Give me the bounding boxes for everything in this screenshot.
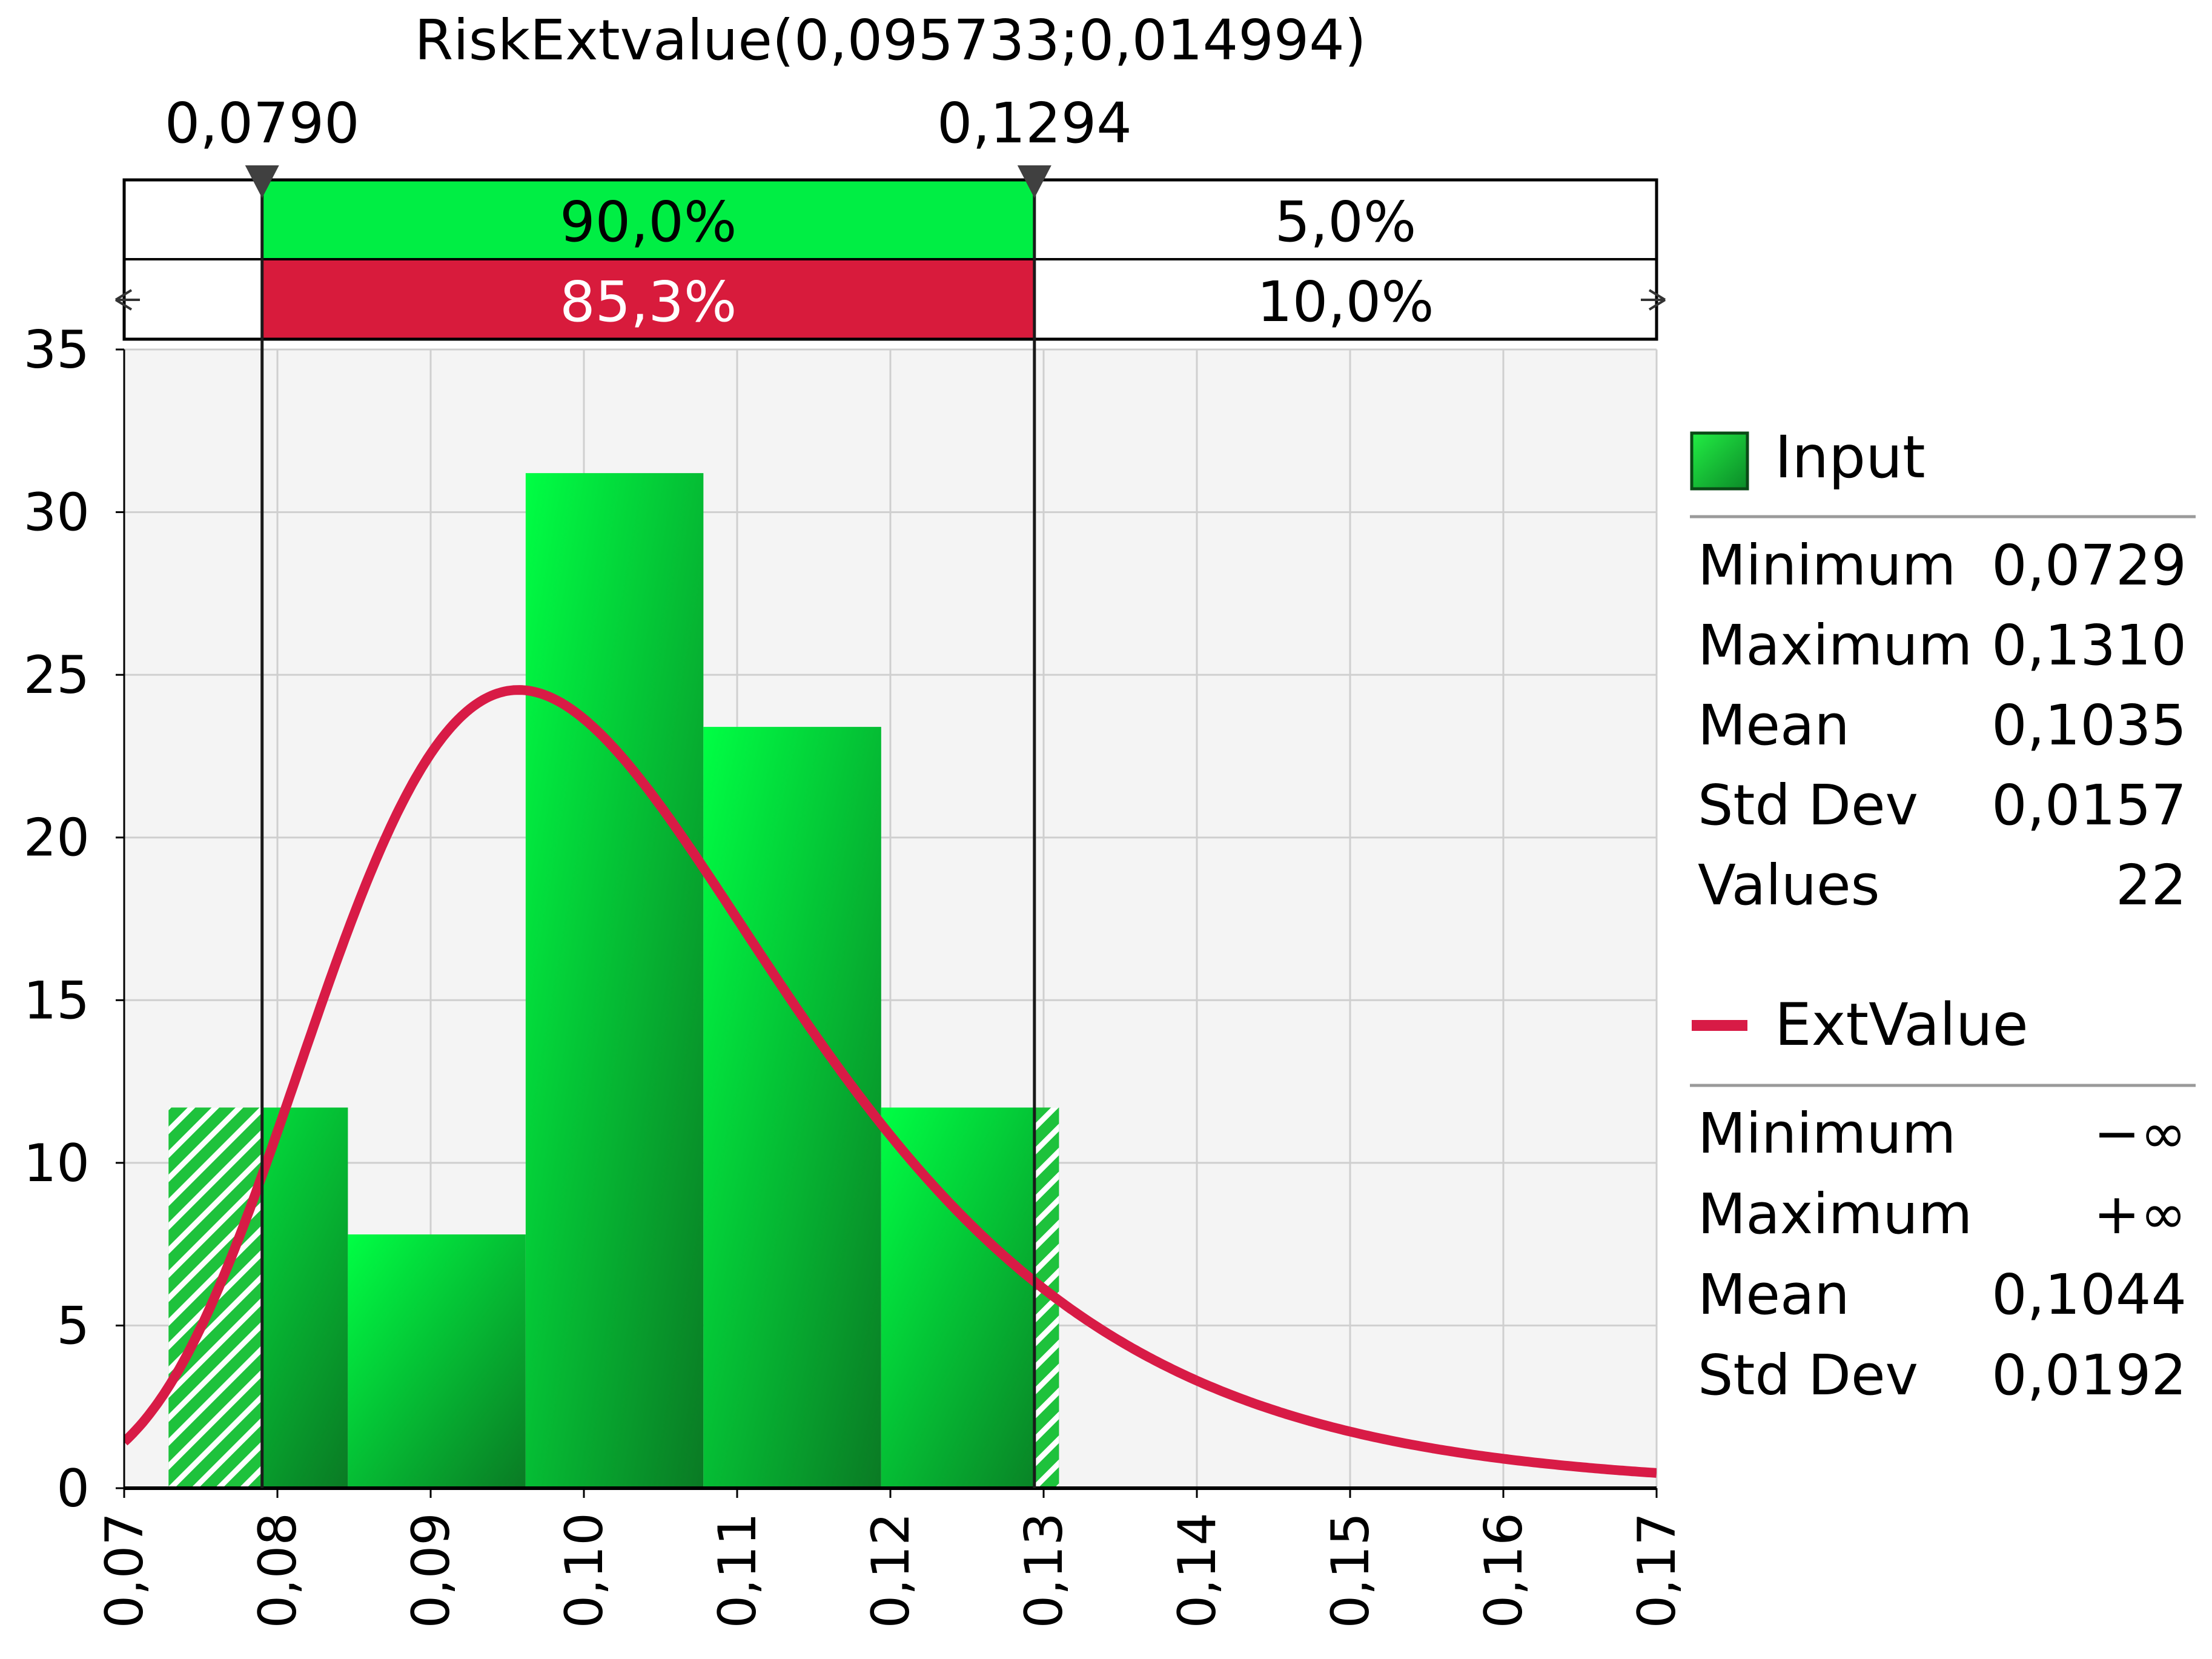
legend: Input Minimum 0,0729 Maximum 0,1310 Mean 0,103…: [1690, 423, 2196, 1408]
histogram-bar: [348, 1234, 526, 1488]
x-tick-label: 0,14: [1167, 1512, 1228, 1628]
legend-fit-stat-value: +∞: [2093, 1182, 2187, 1247]
legend-input-stat-value: 0,0157: [1992, 773, 2187, 838]
legend-fit-stat-value: −∞: [2093, 1101, 2187, 1166]
x-tick-label: 0,11: [707, 1512, 768, 1628]
band-fit-right-label: 10,0%: [1257, 270, 1434, 334]
delimiters: 0,0790 0,1294: [165, 91, 1132, 1488]
extvalue-curve: [124, 685, 1657, 1478]
x-tick-label: 0,09: [401, 1512, 462, 1628]
x-tick-label: 0,17: [1627, 1512, 1687, 1628]
legend-input-stat-name: Minimum: [1698, 533, 1956, 598]
legend-input-stat-value: 0,0729: [1992, 533, 2187, 598]
legend-fit-stat-name: Maximum: [1698, 1182, 1972, 1247]
legend-fit-stat-name: Minimum: [1698, 1101, 1956, 1166]
legend-fit-stat-name: Std Dev: [1698, 1343, 1918, 1408]
legend-input-label: Input: [1775, 423, 1926, 491]
legend-input-swatch: [1690, 431, 1749, 491]
y-tick-label: 30: [24, 483, 90, 543]
delimiter-marker-right: [1017, 165, 1051, 198]
chart-title: RiskExtvalue(0,095733;0,014994): [414, 8, 1366, 73]
y-tick-label: 5: [56, 1296, 90, 1356]
histogram-bar: [525, 473, 704, 1488]
legend-input-stat-name: Std Dev: [1698, 773, 1918, 838]
band-fit-middle: [262, 259, 1035, 339]
delimiter-label-right: 0,1294: [937, 91, 1132, 156]
x-tick-label: 0,15: [1320, 1512, 1381, 1628]
band-input-middle: [262, 180, 1035, 259]
band-input-right-label: 5,0%: [1275, 190, 1417, 254]
x-tick-label: 0,07: [94, 1512, 155, 1628]
legend-input-stat-value: 0,1310: [1992, 613, 2187, 678]
x-tick-label: 0,16: [1474, 1512, 1534, 1628]
y-tick-label: 15: [24, 970, 90, 1031]
legend-input-stat-value: 22: [2116, 853, 2187, 918]
legend-input-stat-value: 0,1035: [1992, 693, 2187, 758]
legend-input-stat-name: Values: [1698, 853, 1880, 918]
legend-fit-label: ExtValue: [1775, 991, 2028, 1059]
x-tick-label: 0,12: [861, 1512, 921, 1628]
y-tick-label: 25: [24, 645, 90, 706]
histogram-bar: [703, 727, 881, 1488]
band-input-middle-label: 90,0%: [560, 190, 737, 254]
histogram-bars: [168, 473, 1059, 1488]
y-tick-label: 20: [24, 808, 90, 869]
legend-input-stat-name: Mean: [1698, 693, 1850, 758]
y-axis-ticks: 0 5 10 15 20 25 30 35: [24, 320, 124, 1519]
x-tick-label: 0,13: [1014, 1512, 1075, 1628]
delimiter-label-left: 0,0790: [165, 91, 360, 156]
fitted-curve: [124, 685, 1657, 1478]
x-tick-label: 0,08: [248, 1512, 308, 1628]
band-fit-middle-label: 85,3%: [560, 270, 737, 334]
band-arrow-left: [114, 289, 140, 311]
histogram-bar: [881, 1107, 1059, 1488]
probability-bands: 90,0% 85,3% 5,0% 10,0%: [114, 178, 1666, 341]
y-tick-label: 35: [24, 320, 90, 380]
legend-fit-stat-value: 0,1044: [1992, 1262, 2187, 1327]
legend-fit-stat-name: Mean: [1698, 1262, 1850, 1327]
band-arrow-right: [1641, 289, 1666, 311]
delimiter-marker-left: [245, 165, 279, 198]
x-axis-ticks: 0,07 0,08 0,09 0,10 0,11 0,12 0,13 0,14 0,15 0,16…: [94, 1488, 1687, 1628]
y-tick-label: 0: [56, 1459, 90, 1519]
legend-input-stat-name: Maximum: [1698, 613, 1972, 678]
legend-fit-stat-value: 0,0192: [1992, 1343, 2187, 1408]
y-tick-label: 10: [24, 1133, 90, 1194]
x-tick-label: 0,10: [554, 1512, 615, 1628]
